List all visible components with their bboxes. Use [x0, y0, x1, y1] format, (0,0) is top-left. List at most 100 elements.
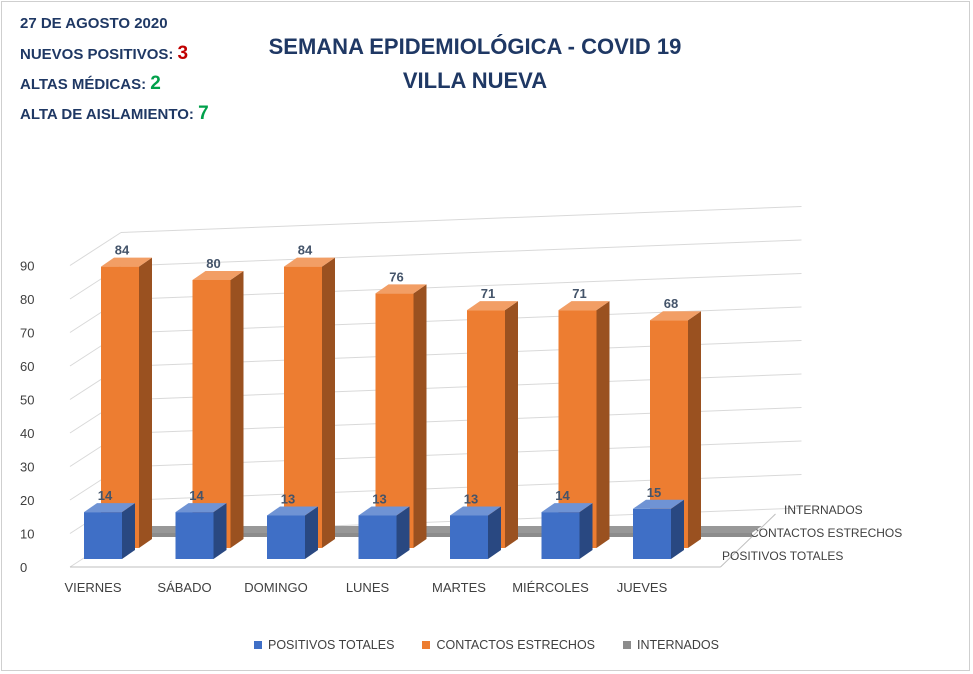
bar-positivos-side [213, 503, 227, 559]
data-label-positivos: 13 [281, 491, 295, 506]
y-tick-label: 40 [20, 426, 34, 441]
bar-contactos-top [558, 301, 610, 311]
bar-positivos-side [122, 503, 135, 559]
bar-positivos-top [633, 499, 684, 509]
bar-positivos-front [358, 515, 397, 559]
bar-positivos-front [84, 512, 122, 559]
y-tick-label: 50 [20, 393, 34, 408]
bar-contactos-top [192, 271, 244, 280]
bar-positivos-top [358, 506, 410, 516]
gridline-side [69, 232, 122, 266]
bar-positivos-front [450, 515, 488, 559]
chart-legend: POSITIVOS TOTALES CONTACTOS ESTRECHOS IN… [0, 638, 973, 652]
gridline [120, 206, 802, 233]
bar-contactos-side [139, 257, 152, 548]
data-label-positivos: 14 [555, 488, 570, 503]
x-tick-label: LUNES [346, 580, 390, 595]
bar-positivos-side [579, 503, 593, 559]
legend-swatch-contactos [422, 641, 431, 649]
legend-swatch-internados [623, 641, 632, 649]
chart-title: SEMANA EPIDEMIOLÓGICA - COVID 19 [268, 34, 682, 59]
bar-internados [477, 533, 569, 537]
data-label-contactos: 71 [481, 286, 495, 301]
bar-positivos-front [541, 512, 580, 559]
legend-item-contactos: CONTACTOS ESTRECHOS [422, 638, 595, 652]
bar-positivos-front [175, 512, 214, 559]
data-label-contactos: 80 [206, 256, 220, 271]
data-label-contactos: 68 [664, 296, 678, 311]
y-tick-label: 80 [20, 292, 34, 307]
report-date: 27 DE AGOSTO 2020 [20, 15, 168, 32]
y-tick-label: 60 [20, 359, 34, 374]
data-label-positivos: 14 [189, 488, 204, 503]
bar-positivos-front [267, 515, 305, 559]
bar-positivos-top [450, 506, 501, 516]
bar-positivos-side [671, 499, 684, 559]
bar-positivos-top [267, 506, 318, 516]
bar-contactos-top [650, 311, 701, 321]
depth-axis-label: CONTACTOS ESTRECHOS [750, 526, 902, 540]
isolation-discharges-label: ALTA DE AISLAMIENTO: [20, 106, 194, 123]
bar-positivos-top [175, 503, 227, 513]
x-tick-label: VIERNES [64, 580, 121, 595]
bar-contactos-side [688, 311, 701, 548]
bar-positivos-side [305, 506, 318, 559]
bar-positivos-side [396, 506, 410, 559]
medical-discharges-label: ALTAS MÉDICAS: [20, 76, 147, 93]
legend-item-internados: INTERNADOS [623, 638, 719, 652]
gridline [120, 239, 802, 267]
y-tick-label: 10 [20, 527, 34, 542]
legend-swatch-positivos [254, 641, 262, 649]
floor-right-edge [720, 513, 776, 568]
legend-label-positivos: POSITIVOS TOTALES [268, 638, 395, 652]
y-tick-label: 20 [20, 493, 34, 508]
bar-positivos-side [488, 506, 501, 559]
bar-contactos-top [284, 257, 335, 267]
bar-internados [660, 533, 752, 537]
bar-positivos-front [633, 508, 671, 559]
new-positives: NUEVOS POSITIVOS: 3 [20, 42, 209, 72]
bar-contactos-front [284, 266, 322, 548]
data-label-contactos: 84 [115, 243, 130, 258]
depth-axis-label: INTERNADOS [784, 503, 863, 517]
summary-panel: 27 DE AGOSTO 2020 NUEVOS POSITIVOS: 3 AL… [20, 12, 209, 132]
data-label-positivos: 14 [98, 488, 113, 503]
x-tick-label: MIÉRCOLES [512, 580, 589, 595]
x-tick-label: JUEVES [617, 580, 668, 595]
bar-positivos-top [541, 503, 593, 513]
data-label-positivos: 13 [464, 491, 478, 506]
new-positives-label: NUEVOS POSITIVOS: [20, 46, 174, 63]
y-tick-label: 30 [20, 460, 34, 475]
medical-discharges-value: 2 [150, 73, 161, 94]
y-tick-label: 90 [20, 259, 34, 274]
bar-contactos-side [322, 257, 335, 548]
bar-contactos-side [505, 301, 518, 548]
bar-contactos-side [230, 271, 244, 548]
x-tick-label: SÁBADO [157, 580, 211, 595]
bar-contactos-front [101, 266, 139, 548]
legend-label-internados: INTERNADOS [637, 638, 719, 652]
y-tick-label: 0 [20, 560, 27, 575]
bar-contactos-side [596, 301, 610, 548]
legend-label-contactos: CONTACTOS ESTRECHOS [436, 638, 596, 652]
bar-positivos-top [84, 503, 135, 513]
x-tick-label: MARTES [432, 580, 486, 595]
y-tick-label: 70 [20, 326, 34, 341]
bar-internados [202, 533, 295, 537]
legend-item-positivos: POSITIVOS TOTALES [254, 638, 394, 652]
bar-contactos-top [467, 301, 518, 311]
data-label-contactos: 71 [572, 286, 586, 301]
data-label-contactos: 84 [298, 243, 313, 258]
medical-discharges: ALTAS MÉDICAS: 2 [20, 72, 209, 102]
depth-axis-label: POSITIVOS TOTALES [722, 549, 843, 563]
bar-internados [568, 533, 661, 537]
bar-contactos-front [375, 293, 414, 548]
isolation-discharges-value: 7 [198, 103, 209, 124]
data-label-contactos: 76 [389, 269, 403, 284]
chart-subtitle: VILLA NUEVA [402, 68, 548, 93]
bar-contactos-side [413, 284, 427, 548]
new-positives-value: 3 [177, 43, 189, 64]
bar-internados [111, 533, 203, 537]
data-label-positivos: 13 [372, 491, 386, 506]
